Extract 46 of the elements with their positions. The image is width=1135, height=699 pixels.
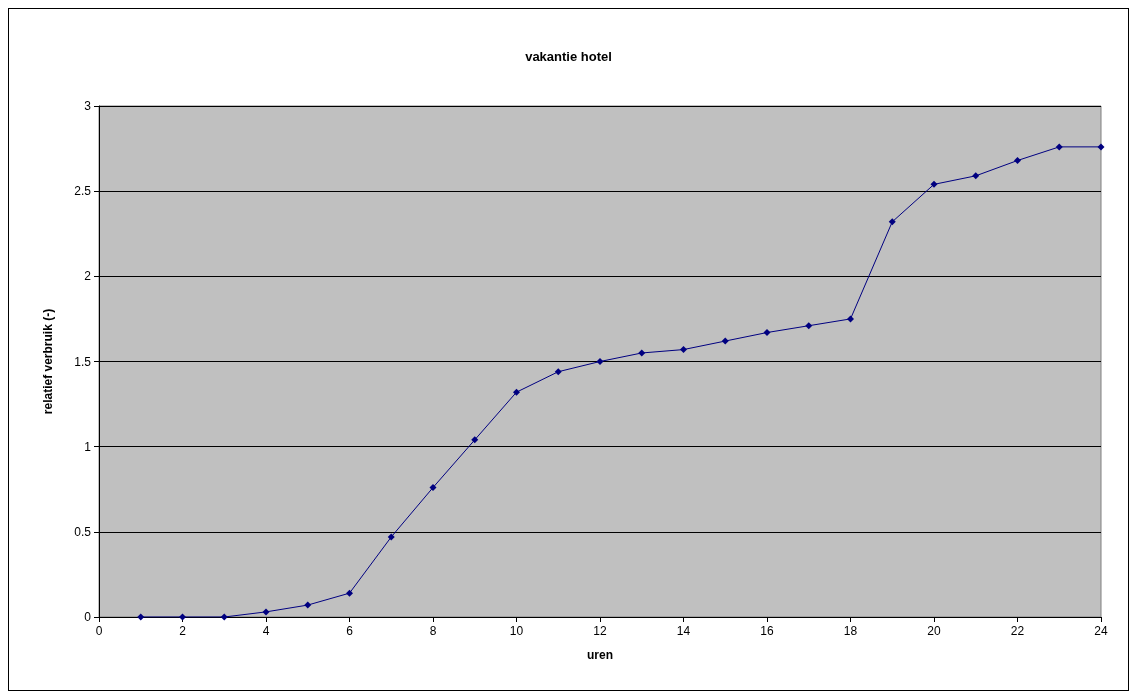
point [346, 589, 353, 597]
y-tick-label: 2.5 [74, 184, 92, 199]
x-tick-label: 14 [676, 624, 691, 638]
point [471, 436, 479, 444]
x-tick-label: 2 [179, 624, 187, 638]
point [262, 608, 270, 616]
point [805, 322, 813, 330]
x-tick-label: 24 [1094, 624, 1108, 638]
point [429, 484, 437, 492]
x-tick-label: 6 [346, 624, 354, 638]
point [972, 172, 980, 180]
point [763, 329, 771, 337]
point [220, 613, 228, 621]
point [596, 358, 604, 365]
point [1055, 143, 1063, 151]
y-tick-label: 1 [84, 439, 92, 454]
x-tick-label: 12 [593, 624, 607, 638]
chart-title: vakantie hotel [525, 49, 612, 64]
point [930, 180, 938, 188]
point [638, 349, 646, 357]
point [847, 315, 854, 323]
x-tick-label: 20 [927, 624, 941, 638]
y-tick-label: 2 [84, 269, 92, 284]
point [387, 533, 395, 541]
x-axis-title: uren [586, 648, 614, 662]
x-tick-label: 10 [509, 624, 524, 638]
point [888, 218, 896, 226]
point [1014, 157, 1021, 165]
x-tick-label: 18 [843, 624, 858, 638]
x-tick-label: 22 [1010, 624, 1025, 638]
point [513, 388, 520, 396]
x-tick-label: 16 [760, 624, 774, 638]
point [304, 601, 312, 609]
x-tick-label: 4 [262, 624, 270, 638]
y-tick-label: 3 [84, 99, 92, 113]
y-tick-label: 0 [84, 610, 92, 624]
y-tick-label: 0.5 [74, 524, 92, 539]
x-tick-label: 0 [95, 624, 103, 638]
x-tick-label: 8 [429, 624, 437, 638]
point [137, 613, 145, 621]
y-tick-label: 1.5 [74, 354, 92, 369]
point [680, 346, 687, 354]
point [1097, 143, 1105, 151]
point [554, 368, 562, 376]
point [721, 337, 729, 345]
y-axis-title: relatief verbruik (-) [41, 308, 55, 415]
